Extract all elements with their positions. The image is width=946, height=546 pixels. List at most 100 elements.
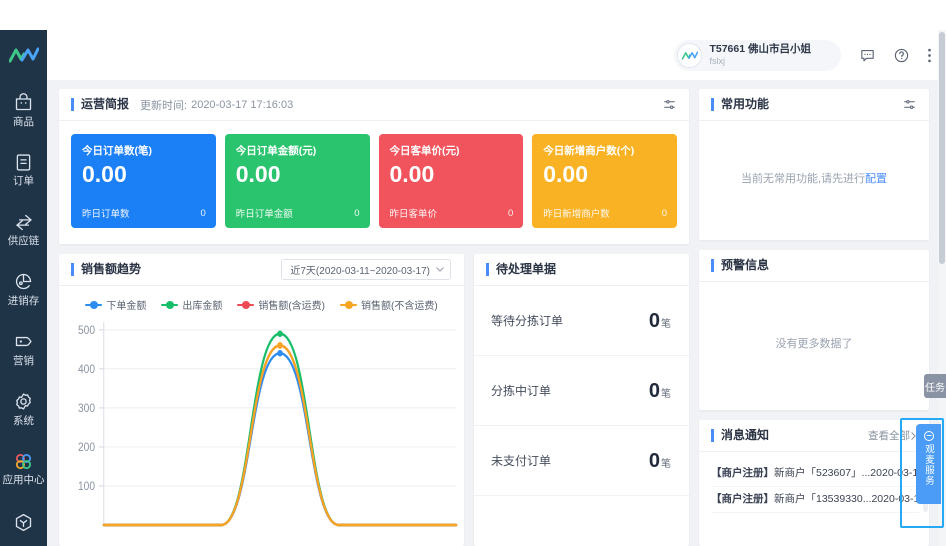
stat-foot-label: 昨日新增商户数 [543,209,610,220]
date-range-value: 近7天(2020-03-11~2020-03-17) [290,266,430,277]
sidebar-item-cube[interactable] [0,498,47,546]
stat-card-new-merchants[interactable]: 今日新增商户数(个) 0.00 昨日新增商户数 0 [532,134,677,228]
stat-card-list: 今日订单数(笔) 0.00 昨日订单数 0 今日订单金额(元) 0.00 昨日订… [59,121,689,244]
configure-link[interactable]: 配置 [865,172,888,185]
bag-icon [13,92,34,114]
stat-title: 今日订单金额(元) [235,145,317,157]
legend-marker-icon [161,300,179,309]
date-range-picker[interactable]: 近7天(2020-03-11~2020-03-17) [281,259,451,280]
sliders-icon[interactable] [903,98,916,111]
sidebar-item-orders[interactable]: 订单 [0,140,47,200]
content-area: 运营简报 更新时间: 2020-03-17 17:16:03 今日订单 [47,80,939,546]
legend-label: 下单金额 [106,301,147,312]
avatar [677,42,703,68]
message-notification-header: 消息通知 查看全部 [699,420,929,452]
sidebar-item-app-center[interactable]: 应用中心 [0,438,47,498]
legend-label: 出库金额 [182,301,223,312]
stat-foot-label: 昨日订单数 [82,209,130,220]
sidebar-item-label: 订单 [13,175,34,188]
supply-chain-icon [13,211,35,233]
task-tab-button[interactable]: 任务 [924,374,946,398]
stat-title: 今日订单数(笔) [82,145,152,157]
user-chip[interactable]: T57661 佛山市吕小姐 fslxj [674,39,841,71]
message-icon[interactable] [859,47,876,64]
stat-card-avg-price[interactable]: 今日客单价(元) 0.00 昨日客单价 0 [378,134,524,228]
pending-value: 0 [648,379,660,402]
stat-foot-value: 0 [661,207,667,219]
legend-item[interactable]: 销售额(不含运费) [340,297,438,312]
stat-value: 0.00 [82,161,127,187]
apps-icon [13,450,34,472]
pending-label: 等待分拣订单 [491,314,564,328]
operation-brief-card: 运营简报 更新时间: 2020-03-17 17:16:03 今日订单 [59,89,689,244]
message-date: 2020-03-13 [871,493,919,505]
pending-unit: 笔 [661,318,671,330]
pending-documents-card: 待处理单据 等待分拣订单 0 笔 分拣中订单 0 笔 [474,254,689,546]
common-functions-header: 常用功能 [699,89,929,121]
stat-card-today-orders[interactable]: 今日订单数(笔) 0.00 昨日订单数 0 [71,134,216,228]
cube-icon [13,511,34,533]
more-vertical-icon[interactable] [927,47,932,64]
view-all-link[interactable]: 查看全部 [868,428,916,443]
pending-row-in-sorting[interactable]: 分拣中订单 0 笔 [474,356,689,426]
right-column: 常用功能 当前无常用功能,请先进行 配置 [699,89,929,546]
chevron-right-icon [911,431,916,440]
svg-text:500: 500 [78,324,95,337]
customer-service-widget[interactable]: 观麦服务 [916,424,941,504]
header-icon-group [859,47,932,64]
user-sub-label: fslxj [709,55,725,66]
sidebar-item-label: 进销存 [7,294,40,307]
message-notification-title: 消息通知 [711,429,769,442]
svg-text:200: 200 [78,441,95,454]
sidebar-item-inventory[interactable]: 进销存 [0,259,47,319]
sidebar-item-products[interactable]: 商品 [0,80,47,140]
help-icon[interactable] [893,47,910,64]
legend-marker-icon [85,300,103,309]
sales-trend-card: 销售额趋势 近7天(2020-03-11~2020-03-17) [59,254,464,546]
pending-label: 分拣中订单 [491,384,552,398]
warning-info-header: 预警信息 [699,250,929,282]
gear-icon [13,391,34,413]
update-time-value: 2020-03-17 17:16:03 [191,98,294,111]
pending-value: 0 [648,449,660,472]
user-name: T57661 佛山市吕小姐 [709,43,811,56]
legend-item[interactable]: 下单金额 [85,297,146,312]
pending-documents-title: 待处理单据 [486,263,556,276]
message-list: 【商户注册】新商户「523607」...2020-03-13 【商户注册】新商户… [699,452,929,513]
avatar-logo-icon [681,51,698,59]
stat-title: 今日客单价(元) [389,145,460,157]
sidebar-logo[interactable] [0,30,47,80]
chart-canvas: 100 200 300 400 500 [78,322,458,527]
service-widget-label: 观麦服务 [923,444,934,486]
guanmai-logo-icon [8,47,39,63]
pending-label: 未支付订单 [491,454,552,468]
legend-item[interactable]: 销售额(含运费) [237,297,325,312]
stat-value: 0.00 [235,161,281,187]
message-list-item[interactable]: 【商户注册】新商户「523607」...2020-03-13 [711,461,919,487]
svg-text:300: 300 [78,402,95,415]
message-list-item[interactable]: 【商户注册】新商户「13539330...2020-03-13 [711,487,919,513]
sidebar-item-marketing[interactable]: 营销 [0,319,47,379]
sidebar-item-label: 营销 [13,354,34,367]
sidebar-item-system[interactable]: 系统 [0,379,47,439]
sidebar-item-supply-chain[interactable]: 供应链 [0,199,47,259]
view-all-label: 查看全部 [868,430,910,442]
sidebar-item-label: 供应链 [7,235,40,248]
window-top-stripe [0,0,946,30]
pending-row-waiting-sorting[interactable]: 等待分拣订单 0 笔 [474,286,689,356]
operation-brief-header: 运营简报 更新时间: 2020-03-17 17:16:03 [59,89,689,121]
legend-item[interactable]: 出库金额 [161,297,222,312]
stat-foot-value: 0 [200,207,206,219]
page-scrollbar[interactable] [938,30,946,546]
middle-row: 销售额趋势 近7天(2020-03-11~2020-03-17) [59,254,689,546]
sidebar-item-label: 应用中心 [2,474,45,487]
sliders-icon[interactable] [663,98,676,111]
pending-row-unpaid[interactable]: 未支付订单 0 笔 [474,426,689,496]
stat-card-today-amount[interactable]: 今日订单金额(元) 0.00 昨日订单金额 0 [224,134,370,228]
scrollbar-thumb[interactable] [939,32,945,264]
pending-value: 0 [648,309,660,332]
message-notification-card: 消息通知 查看全部 【商户注册】新商户「523607」...2020-03-13 [699,420,929,546]
empty-text: 当前无常用功能,请先进行 [740,172,866,185]
sales-trend-title: 销售额趋势 [71,263,141,276]
common-functions-empty-state: 当前无常用功能,请先进行 配置 [699,121,929,240]
